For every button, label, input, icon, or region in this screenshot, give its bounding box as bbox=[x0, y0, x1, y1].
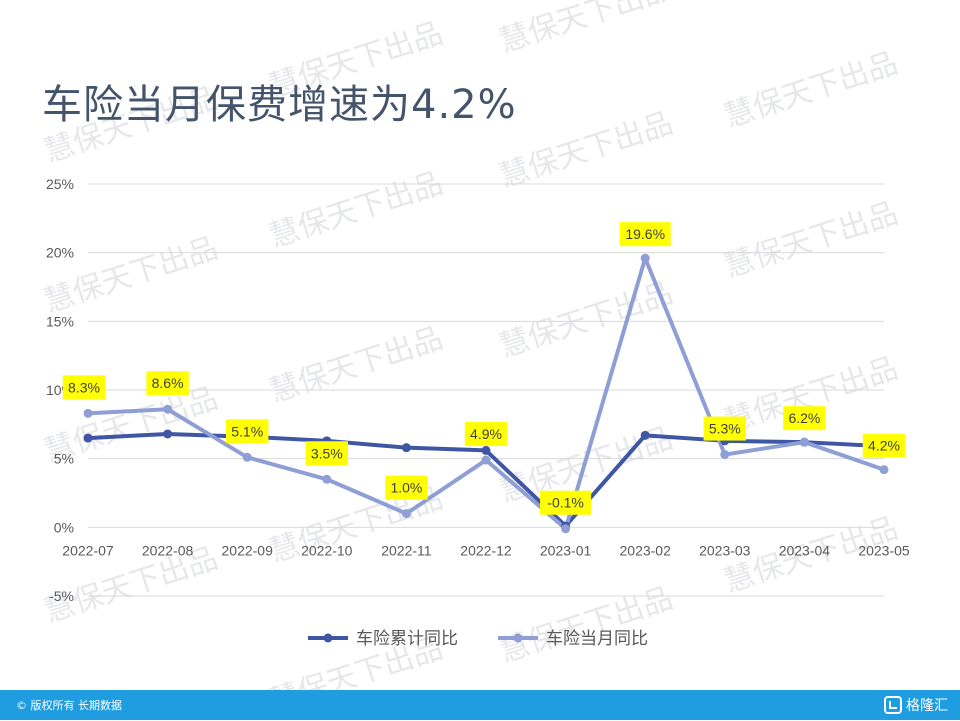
data-point bbox=[640, 430, 650, 440]
data-label: 5.1% bbox=[231, 423, 263, 439]
data-point bbox=[481, 445, 491, 455]
data-label-box bbox=[540, 490, 592, 515]
data-label-box bbox=[703, 416, 746, 441]
data-label-box bbox=[385, 475, 428, 500]
x-tick-label: 2023-02 bbox=[620, 542, 672, 558]
data-label-box bbox=[305, 441, 348, 466]
data-point bbox=[799, 437, 809, 447]
legend-swatch-marker bbox=[513, 633, 523, 643]
x-tick-label: 2022-10 bbox=[301, 542, 353, 558]
data-label-box bbox=[226, 419, 269, 444]
data-label-box bbox=[862, 433, 906, 458]
x-tick-label: 2022-07 bbox=[62, 542, 114, 558]
data-label: -0.1% bbox=[547, 495, 584, 511]
logo-text: 格隆汇 bbox=[906, 698, 948, 714]
footer-bar: © 版权所有 长期数据 格隆汇 bbox=[0, 690, 960, 720]
y-tick-label: 5% bbox=[54, 451, 74, 467]
x-tick-label: 2023-04 bbox=[779, 542, 831, 558]
footer-logo: 格隆汇 bbox=[884, 694, 948, 716]
y-tick-label: 20% bbox=[46, 245, 74, 261]
data-point bbox=[322, 474, 332, 484]
x-tick-label: 2022-11 bbox=[381, 542, 432, 558]
x-tick-label: 2023-05 bbox=[858, 542, 910, 558]
x-tick-label: 2023-01 bbox=[540, 542, 592, 558]
x-tick-label: 2022-12 bbox=[460, 542, 512, 558]
legend-swatch-marker bbox=[323, 633, 333, 643]
data-label-box bbox=[62, 375, 106, 400]
data-label: 19.6% bbox=[625, 226, 665, 242]
data-label: 8.6% bbox=[152, 375, 184, 391]
data-label-box bbox=[464, 422, 508, 447]
y-tick-label: 25% bbox=[46, 176, 74, 192]
data-point bbox=[163, 429, 173, 439]
data-point bbox=[879, 465, 889, 475]
legend-label: 车险当月同比 bbox=[546, 629, 648, 649]
y-tick-label: 0% bbox=[54, 519, 74, 535]
data-label: 4.2% bbox=[868, 438, 900, 454]
data-point bbox=[401, 443, 411, 453]
data-label: 8.3% bbox=[68, 379, 100, 395]
data-label-box bbox=[783, 406, 826, 431]
data-point bbox=[242, 452, 252, 462]
data-label: 6.2% bbox=[788, 410, 820, 426]
data-point bbox=[83, 408, 93, 418]
data-label-box bbox=[619, 222, 671, 247]
page-title: 车险当月保费增速为4.2% bbox=[42, 82, 517, 128]
data-label: 3.5% bbox=[311, 445, 343, 461]
y-tick-label: -5% bbox=[49, 588, 74, 604]
logo-icon bbox=[884, 696, 902, 714]
data-point bbox=[720, 450, 730, 460]
data-point bbox=[83, 433, 93, 443]
data-point bbox=[640, 253, 650, 263]
data-label: 1.0% bbox=[390, 480, 422, 496]
copyright-text: © 版权所有 长期数据 bbox=[16, 699, 122, 712]
data-point bbox=[481, 455, 491, 465]
x-tick-label: 2022-09 bbox=[222, 542, 274, 558]
x-tick-label: 2022-08 bbox=[142, 542, 194, 558]
y-tick-label: 15% bbox=[46, 313, 74, 329]
x-tick-label: 2023-03 bbox=[699, 542, 751, 558]
series-line bbox=[87, 256, 885, 531]
data-point bbox=[163, 404, 173, 414]
data-label-box bbox=[146, 371, 189, 396]
data-label: 4.9% bbox=[470, 426, 502, 442]
line-chart: -5%0%5%10%15%20%25%2022-07 2022-08 2022-09… bbox=[46, 176, 910, 649]
data-label: 5.3% bbox=[709, 421, 741, 437]
legend-label: 车险累计同比 bbox=[356, 629, 458, 649]
data-point bbox=[401, 509, 411, 519]
data-point bbox=[561, 524, 571, 534]
